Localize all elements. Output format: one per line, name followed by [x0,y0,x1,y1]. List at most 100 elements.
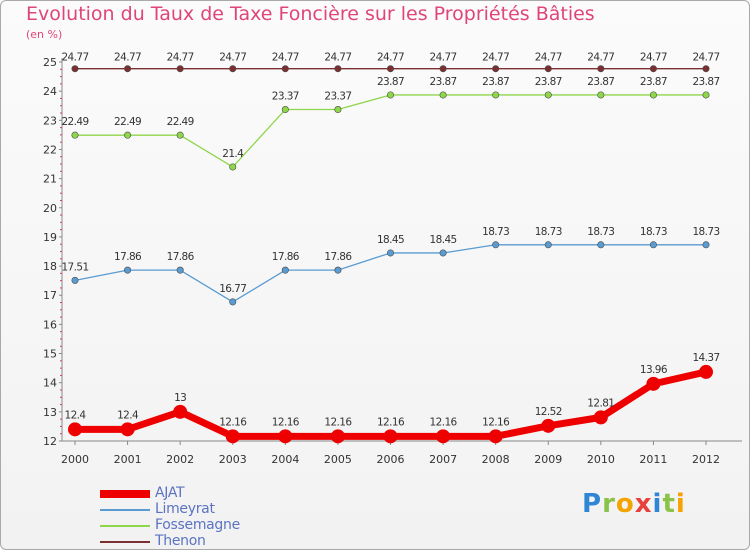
data-point [597,91,605,99]
logo-letter: i [652,489,663,519]
data-point [649,91,657,99]
data-point [386,91,394,99]
data-point [68,422,82,437]
data-label: 24.77 [114,52,141,64]
data-label: 24.77 [587,52,614,64]
data-point [593,410,608,425]
data-point [649,241,657,249]
data-label: 18.73 [640,226,667,238]
x-tick-label: 2011 [639,453,667,466]
data-point [492,65,500,73]
y-tick-label: 18 [43,260,57,273]
y-tick-label: 22 [43,143,57,156]
logo-letter: P [582,489,603,519]
data-label: 23.87 [377,76,404,88]
x-tick-label: 2001 [114,453,142,466]
data-label: 24.77 [167,52,194,64]
data-label: 18.73 [587,226,614,238]
data-label: 24.77 [535,52,562,64]
chart-title: Evolution du Taux de Taxe Foncière sur l… [26,3,595,25]
data-point [330,429,345,444]
data-point [544,65,552,73]
data-label: 18.73 [535,226,562,238]
y-tick-label: 14 [43,377,57,390]
data-point [383,429,398,444]
data-point [71,276,79,284]
x-tick-label: 2005 [324,453,352,466]
x-tick-label: 2004 [271,453,299,466]
legend-swatch [100,490,150,498]
data-point [281,266,289,274]
data-label: 23.87 [640,76,667,88]
data-label: 12.16 [377,416,405,428]
data-label: 12.4 [117,409,139,421]
data-point [488,429,503,444]
proxiti-logo: Proxiti [582,489,686,519]
data-point [492,91,500,99]
legend-label: Fossemagne [155,517,240,533]
series-line-fossemagne [74,94,707,168]
legend-label: Thenon [155,533,206,549]
data-point [649,65,657,73]
data-point [278,429,293,444]
logo-letter: r [602,489,616,519]
data-label: 24.77 [272,52,299,64]
data-point [225,429,240,444]
data-label: 24.77 [219,52,246,64]
data-point [124,266,132,274]
legend-swatch [100,541,150,543]
data-label: 24.77 [324,52,351,64]
data-label: 21.4 [222,148,244,160]
y-tick-label: 15 [43,348,57,361]
data-point [281,106,289,114]
data-point [544,241,552,249]
data-point [439,249,447,257]
data-label: 12.16 [272,416,300,428]
data-label: 24.77 [640,52,667,64]
legend-label: AJAT [155,485,185,501]
data-label: 18.45 [430,234,457,246]
data-label: 17.86 [114,251,142,263]
data-label: 17.86 [167,251,195,263]
data-label: 12.16 [430,416,458,428]
data-point [436,429,451,444]
data-point [71,65,79,73]
data-label: 17.51 [61,261,88,273]
data-label: 22.49 [114,116,141,128]
x-tick-label: 2009 [534,453,562,466]
data-point [71,131,79,139]
data-point [386,249,394,257]
y-tick-label: 17 [43,289,57,302]
data-label: 12.16 [482,416,510,428]
y-tick-label: 21 [43,173,57,186]
data-label: 18.73 [482,226,509,238]
data-point [597,65,605,73]
x-tick-label: 2007 [429,453,457,466]
y-tick-label: 16 [43,318,57,331]
data-point [702,91,710,99]
logo-letter: i [675,489,686,519]
data-label: 22.49 [61,116,88,128]
data-point [176,65,184,73]
y-tick-label: 24 [43,85,57,98]
data-point [173,404,188,419]
data-point [702,65,710,73]
data-point [699,364,713,379]
legend-label: Limeyrat [155,501,215,517]
data-label: 18.73 [692,226,719,238]
x-tick-label: 2003 [219,453,247,466]
data-label: 23.37 [272,91,299,103]
x-tick-label: 2002 [166,453,194,466]
data-point [702,241,710,249]
data-point [176,131,184,139]
data-point [439,65,447,73]
data-point [334,266,342,274]
chart-subtitle: (en %) [26,28,63,41]
data-label: 23.87 [692,76,719,88]
data-label: 23.87 [430,76,457,88]
data-point [334,106,342,114]
data-label: 24.77 [61,52,88,64]
data-label: 12.81 [587,397,614,409]
logo-letter: o [615,489,635,519]
